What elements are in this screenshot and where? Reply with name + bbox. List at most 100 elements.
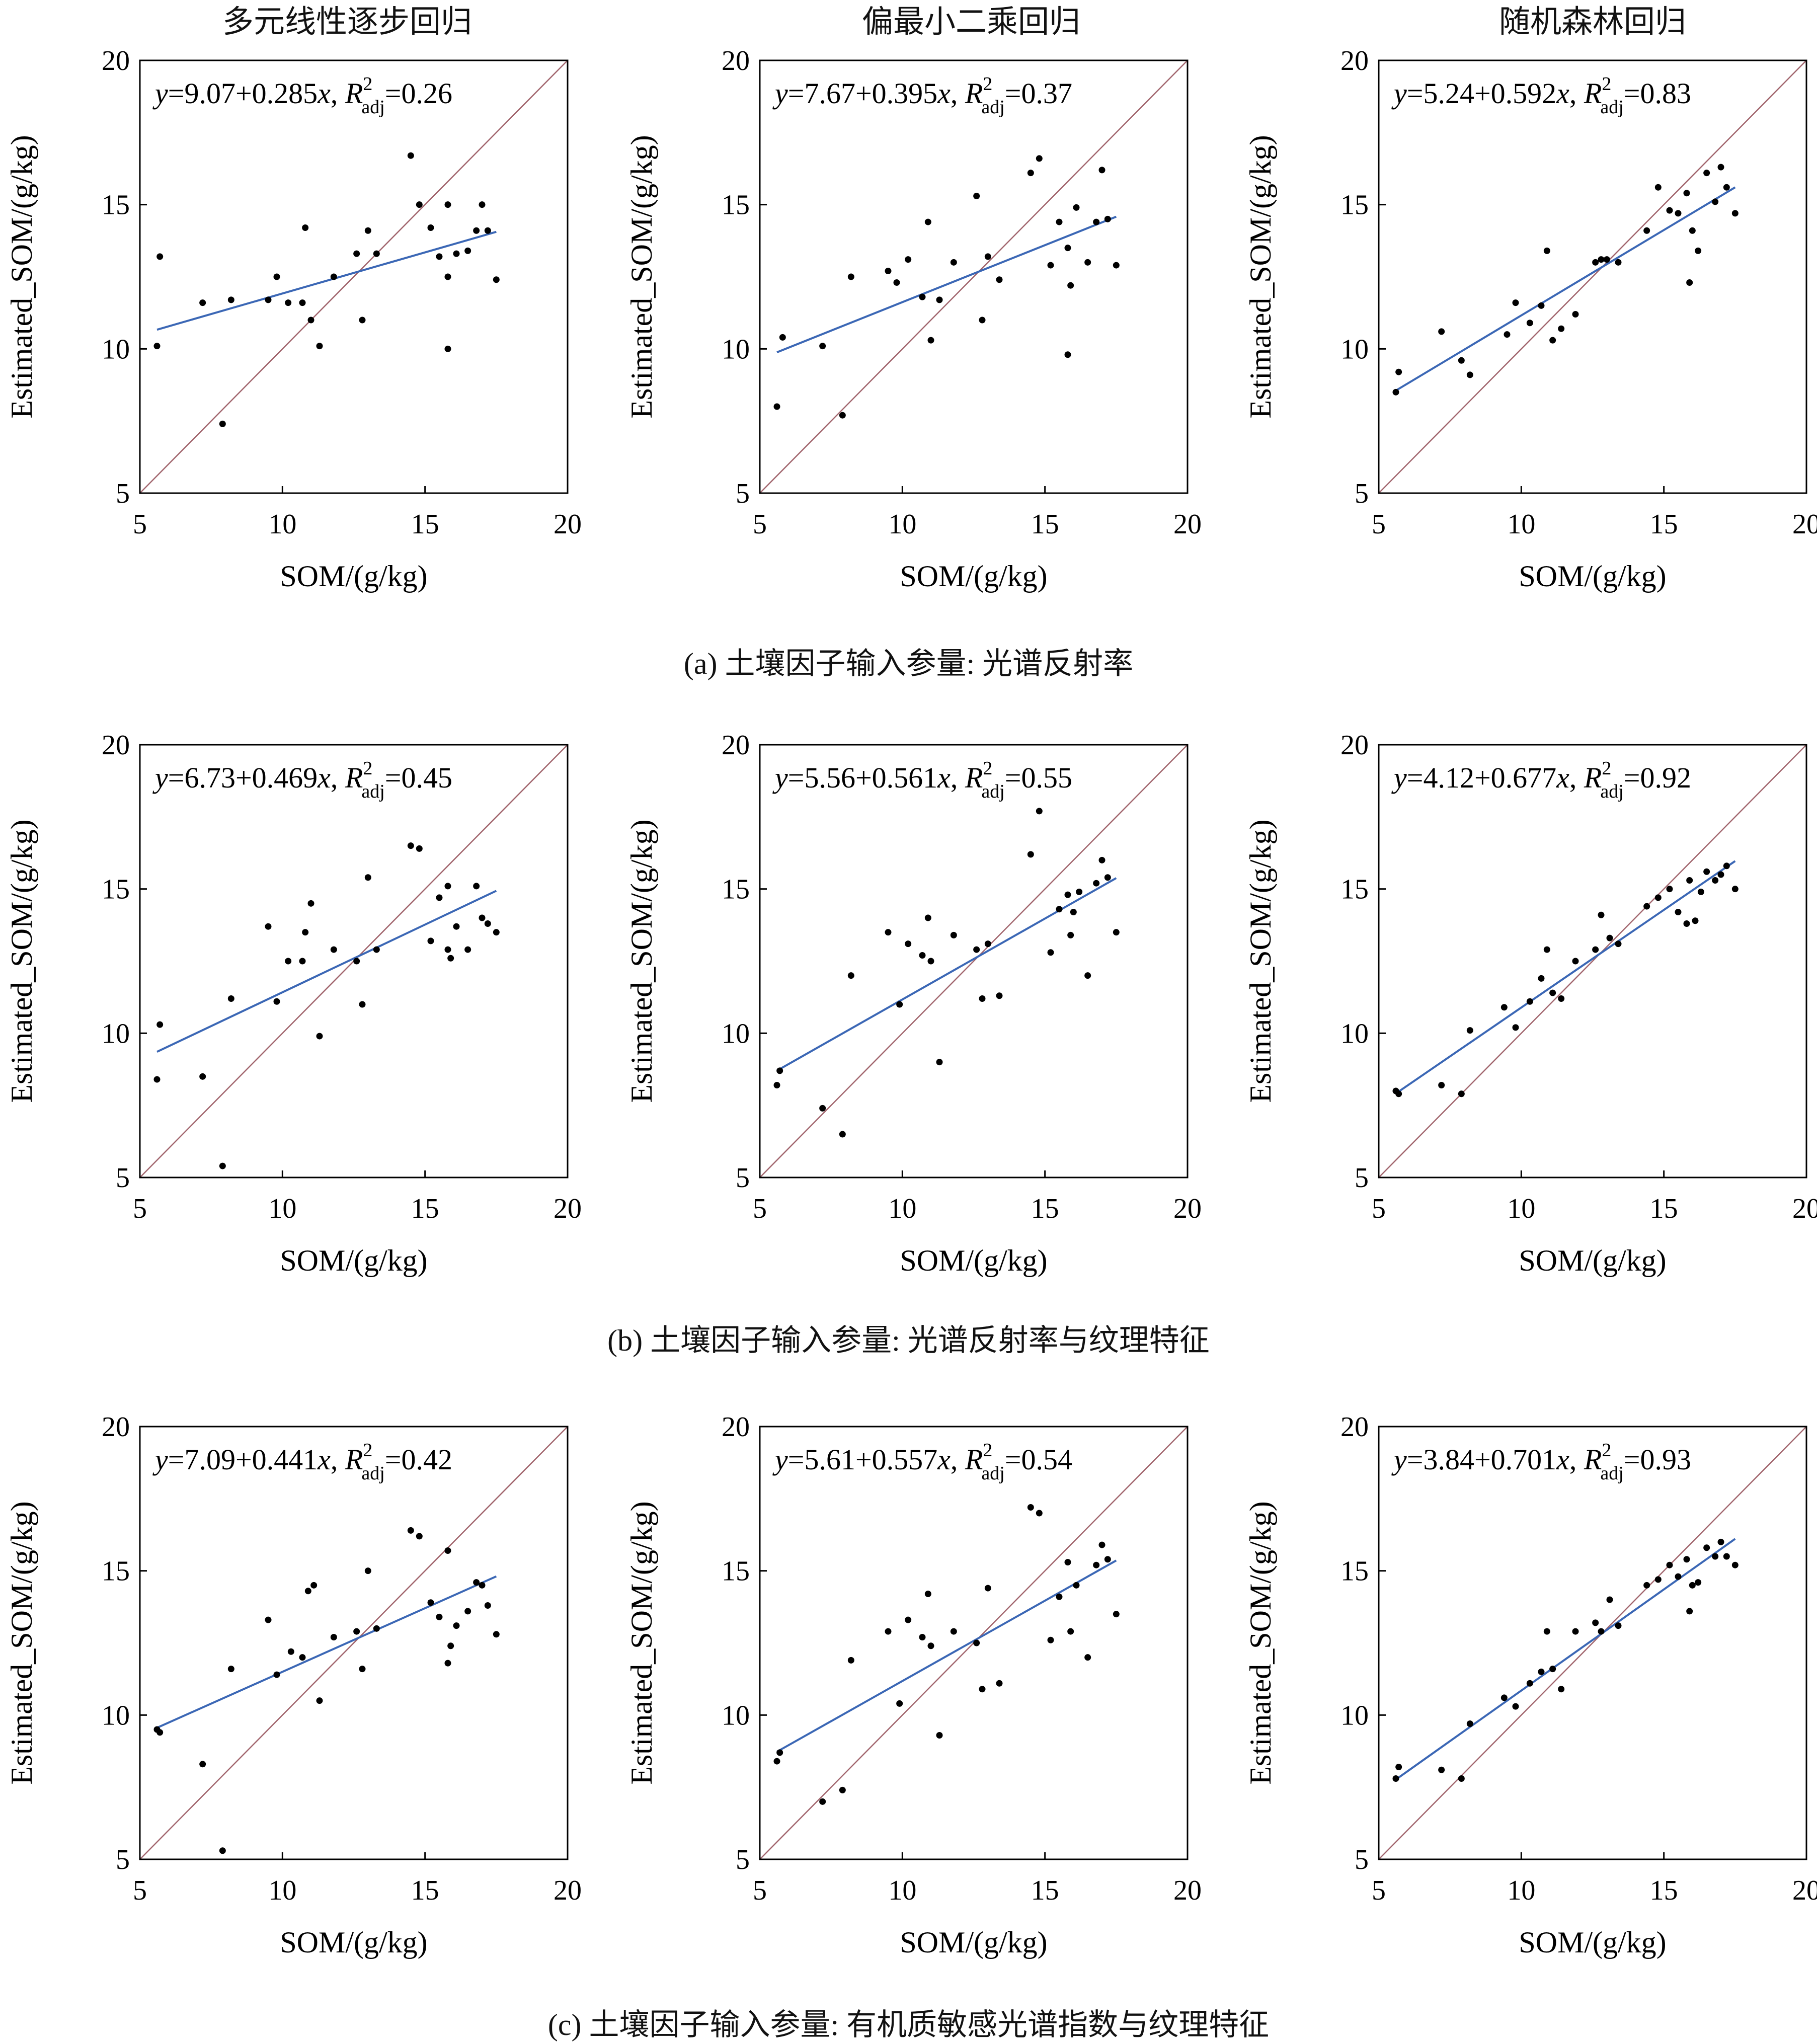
chart-2-ytick-label-2: 10 [722,334,750,365]
chart-2-point-1 [773,403,780,410]
chart-1-ytick-label-1: 5 [116,478,130,509]
chart-2-xtick-label-4: 20 [1173,509,1202,540]
chart-4-point-9 [299,958,306,965]
chart-1-point-20 [427,224,434,231]
chart-2-ytick-label-4: 20 [722,45,750,76]
chart-7-frame [139,1426,569,1860]
chart-9-point-7 [1512,1703,1519,1710]
chart-1-point-22 [444,201,451,208]
chart-6-ylabel: Estimated_SOM/(g/kg) [1244,819,1277,1103]
chart-6-point-29 [1723,862,1730,870]
chart-1-point-21 [436,253,443,260]
chart-3-point-25 [1695,247,1702,254]
chart-7-point-18 [407,1527,414,1534]
chart-8-point-28 [1104,1556,1111,1563]
chart-5-point-20 [1047,949,1054,956]
chart-4-point-24 [447,955,454,962]
chart-4-point-20 [427,937,434,945]
chart-2-point-19 [1036,155,1043,162]
chart-2-ytick-label-3: 15 [722,190,750,221]
chart-6-point-22 [1683,920,1690,927]
chart-6-xtick-label-2: 10 [1507,1193,1535,1224]
chart-7-equation: y=7.09+0.441x, R2 adj=0.42 [152,1440,452,1484]
chart-3-ytick-label-3: 15 [1340,190,1369,221]
chart-9-point-5 [1466,1720,1473,1727]
chart-9-point-21 [1675,1573,1682,1580]
chart-8-point-13 [950,1628,957,1635]
chart-4-point-3 [199,1073,206,1080]
chart-3-ytick-label-2: 10 [1340,334,1369,365]
chart-4-point-1 [153,1076,161,1083]
chart-4-point-12 [316,1033,323,1040]
chart-5-point-18 [1027,851,1034,858]
chart-4-point-26 [464,946,471,953]
chart-9-xtick-label-3: 15 [1650,1875,1678,1906]
chart-4-ytick-label-4: 20 [102,730,130,761]
chart-3-point-23 [1686,279,1693,286]
chart-3-point-17 [1615,259,1622,266]
chart-9-frame [1378,1426,1807,1860]
chart-3-point-21 [1675,210,1682,217]
chart-3-xtick-label-4: 20 [1792,509,1817,540]
chart-2-point-27 [1093,218,1100,225]
chart-8-point-26 [1093,1561,1100,1568]
chart-8-point-22 [1064,1558,1071,1565]
chart-1-point-10 [302,224,309,231]
chart-8-point-14 [973,1639,980,1646]
chart-5-point-13 [950,931,957,938]
chart-4-point-29 [484,920,491,927]
chart-2-point-7 [893,279,900,286]
chart-9-point-3 [1438,1766,1445,1773]
row-caption-c: (c) 土壤因子输入参量: 有机质敏感光谱指数与纹理特征 [547,2008,1270,2041]
chart-2-frame [759,59,1189,494]
chart-9-point-24 [1689,1582,1696,1589]
chart-8-point-5 [847,1657,854,1664]
chart-3-point-9 [1538,302,1545,309]
chart-5-point-26 [1084,972,1091,979]
chart-4-xtick-label-4: 20 [554,1193,582,1224]
chart-7-point-19 [416,1533,423,1540]
chart-2-fit-line [776,215,1117,353]
chart-8-ytick-label-4: 20 [722,1411,750,1443]
chart-7-point-6 [265,1616,272,1623]
chart-3-xtick-label-1: 5 [1372,509,1386,540]
chart-4-point-11 [307,900,314,907]
chart-8-point-17 [996,1680,1003,1687]
chart-6-ytick-label-2: 10 [1340,1018,1369,1049]
chart-5-fit-line [776,877,1117,1072]
chart-4-equation: y=6.73+0.469x, R2 adj=0.45 [152,758,452,802]
chart-2-point-4 [839,412,846,419]
chart-7-xtick-label-1: 5 [133,1875,147,1906]
chart-3-point-18 [1643,227,1650,234]
chart-6-ytick-label-3: 15 [1340,874,1369,905]
chart-4-point-25 [453,923,460,930]
chart-7-point-22 [444,1547,451,1554]
chart-4-ytick-label-3: 15 [102,874,130,905]
chart-2-point-6 [885,268,892,275]
chart-1-point-11 [307,317,314,324]
chart-7-point-29 [484,1602,491,1609]
chart-5-point-22 [1064,891,1071,898]
chart-2-point-10 [924,218,931,225]
chart-2-ytick-label-1: 5 [736,478,750,509]
chart-5-point-16 [984,940,991,948]
chart-6-point-7 [1512,1024,1519,1031]
chart-2-ylabel: Estimated_SOM/(g/kg) [625,135,658,418]
chart-1-point-9 [299,299,306,306]
chart-9-point-25 [1695,1579,1702,1586]
chart-7-xtick-label-4: 20 [554,1875,582,1906]
chart-6-xtick-label-1: 5 [1372,1193,1386,1224]
chart-1-point-7 [273,273,280,280]
chart-6-point-23 [1686,877,1693,884]
chart-2-point-30 [1113,262,1120,269]
chart-1-xtick-label-3: 15 [411,509,439,540]
chart-6-equation: y=4.12+0.677x, R2 adj=0.92 [1391,758,1691,802]
chart-5-point-23 [1067,931,1074,938]
chart-3-point-24 [1689,227,1696,234]
chart-5-point-15 [979,995,986,1002]
chart-7-point-7 [273,1671,280,1678]
chart-8-xlabel: SOM/(g/kg) [900,1926,1047,1959]
chart-5-point-30 [1113,929,1120,936]
chart-2-point-13 [950,259,957,266]
chart-7-point-25 [453,1622,460,1629]
